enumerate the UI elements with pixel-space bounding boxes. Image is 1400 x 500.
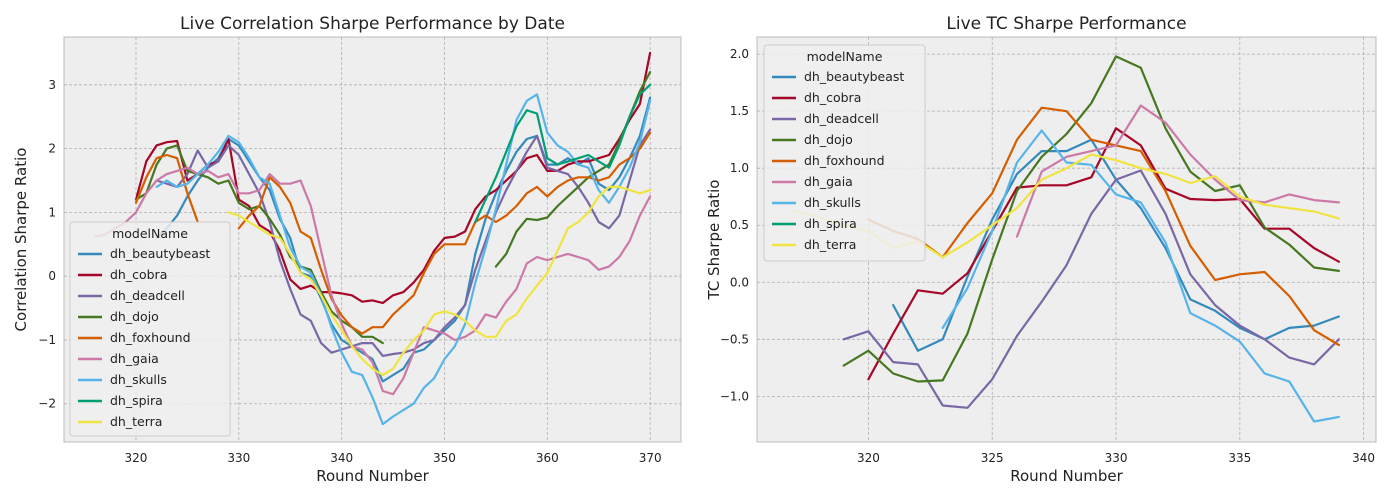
x-tick-label: 370 <box>639 451 662 465</box>
legend-item-label: dh_deadcell <box>804 111 879 126</box>
x-tick-label: 320 <box>125 451 148 465</box>
y-tick-label: −1.0 <box>720 389 749 403</box>
y-axis-label: TC Sharpe Ratio <box>705 180 723 301</box>
legend-item-label: dh_spira <box>110 393 163 408</box>
x-tick-label: 360 <box>536 451 559 465</box>
right-chart: 320 325 330 335 340 −1.0 −0.5 0.0 0.5 1.0 1.5 2.0 Li… <box>705 14 1377 485</box>
legend-item-label: dh_beautybeast <box>804 69 904 84</box>
y-tick-label: −0.5 <box>720 332 749 346</box>
legend-item-label: dh_foxhound <box>804 153 885 168</box>
x-tick-label: 340 <box>1352 451 1375 465</box>
legend-item-label: dh_dojo <box>110 309 159 324</box>
y-tick-label: −2 <box>38 397 56 411</box>
x-axis-label: Round Number <box>316 467 429 485</box>
y-tick-label: 1.5 <box>730 104 749 118</box>
left-chart: 320 330 340 350 360 370 −2 −1 0 1 2 3 Live Correlati… <box>12 14 682 485</box>
x-tick-label: 330 <box>1105 451 1128 465</box>
legend-item-label: dh_skulls <box>110 372 167 387</box>
series-line-dh_foxhound <box>867 106 1340 347</box>
legend-item-label: dh_terra <box>110 414 162 429</box>
y-tick-label: 1.0 <box>730 161 749 175</box>
series-line-dh_cobra <box>134 51 652 305</box>
legend: modelName dh_beautybeast dh_cobra dh_deadce… <box>763 44 926 262</box>
series-line-dh_skulls <box>155 93 652 426</box>
series-line-dh_cobra <box>867 127 1340 381</box>
y-axis-label: Correlation Sharpe Ratio <box>12 148 30 332</box>
series-line-dh_skulls <box>941 129 1340 423</box>
y-tick-label: 1 <box>48 205 56 219</box>
x-tick-label: 325 <box>981 451 1004 465</box>
series-line-dh_gaia <box>1015 104 1340 238</box>
series-line-dh_spira <box>474 83 652 224</box>
series-line-dh_deadcell <box>842 169 1340 409</box>
y-tick-label: 2 <box>48 142 56 156</box>
x-tick-label: 350 <box>433 451 456 465</box>
y-tick-label: −1 <box>38 333 56 347</box>
legend-frame <box>69 221 231 437</box>
legend-item-label: dh_foxhound <box>110 330 191 345</box>
legend-item-label: dh_gaia <box>110 351 159 366</box>
legend-frame <box>763 44 926 262</box>
x-tick-label: 320 <box>857 451 880 465</box>
chart-title: Live TC Sharpe Performance <box>946 14 1186 34</box>
legend-item-label: dh_terra <box>804 237 856 252</box>
x-tick-label: 335 <box>1228 451 1251 465</box>
x-tick-label: 330 <box>227 451 250 465</box>
legend-item-label: dh_beautybeast <box>110 246 210 261</box>
legend-item-label: dh_cobra <box>110 267 167 282</box>
legend: modelName dh_beautybeast dh_cobra dh_deadce… <box>69 221 231 437</box>
y-tick-label: 2.0 <box>730 47 749 61</box>
legend-item-label: dh_cobra <box>804 90 861 105</box>
legend-item-label: dh_skulls <box>804 195 861 210</box>
series-line-dh_beautybeast <box>155 96 652 383</box>
series-line-dh_gaia <box>93 166 652 396</box>
y-tick-label: 0 <box>48 269 56 283</box>
legend-item-label: dh_gaia <box>804 174 853 189</box>
x-tick-label: 340 <box>330 451 353 465</box>
legend-title: modelName <box>807 49 883 64</box>
chart-title: Live Correlation Sharpe Performance by D… <box>180 14 565 34</box>
x-axis-label: Round Number <box>1010 467 1123 485</box>
legend-item-label: dh_dojo <box>804 132 853 147</box>
series-line-dh_terra <box>227 185 652 377</box>
series-line-dh_dojo <box>842 55 1340 383</box>
legend-title: modelName <box>112 226 188 241</box>
legend-item-label: dh_spira <box>804 216 857 231</box>
y-tick-label: 3 <box>48 78 56 92</box>
y-tick-label: 0.0 <box>730 275 749 289</box>
y-tick-label: 0.5 <box>730 218 749 232</box>
legend-item-label: dh_deadcell <box>110 288 185 303</box>
series-line-dh_foxhound <box>134 131 652 335</box>
